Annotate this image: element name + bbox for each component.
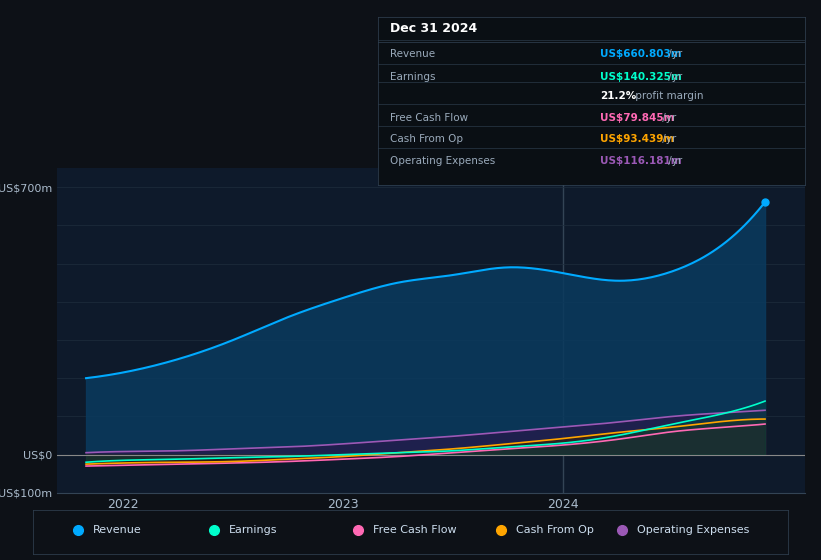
Text: Revenue: Revenue xyxy=(391,49,436,59)
Text: Earnings: Earnings xyxy=(229,525,277,535)
Text: US$116.181m: US$116.181m xyxy=(599,156,681,166)
Text: /yr: /yr xyxy=(659,134,677,144)
Text: Cash From Op: Cash From Op xyxy=(516,525,594,535)
Text: profit margin: profit margin xyxy=(631,91,703,101)
Text: 21.2%: 21.2% xyxy=(599,91,636,101)
Text: Operating Expenses: Operating Expenses xyxy=(637,525,750,535)
Text: /yr: /yr xyxy=(665,49,682,59)
Text: Revenue: Revenue xyxy=(94,525,142,535)
Text: US$79.845m: US$79.845m xyxy=(599,113,674,123)
Text: US$140.325m: US$140.325m xyxy=(599,72,681,82)
Text: /yr: /yr xyxy=(659,113,677,123)
Text: Dec 31 2024: Dec 31 2024 xyxy=(391,22,478,35)
Text: Cash From Op: Cash From Op xyxy=(391,134,464,144)
Text: Operating Expenses: Operating Expenses xyxy=(391,156,496,166)
Text: /yr: /yr xyxy=(665,156,682,166)
Text: US$660.803m: US$660.803m xyxy=(599,49,681,59)
Text: Free Cash Flow: Free Cash Flow xyxy=(391,113,469,123)
Text: /yr: /yr xyxy=(665,72,682,82)
Text: Earnings: Earnings xyxy=(391,72,436,82)
Text: US$93.439m: US$93.439m xyxy=(599,134,674,144)
Text: Free Cash Flow: Free Cash Flow xyxy=(373,525,456,535)
